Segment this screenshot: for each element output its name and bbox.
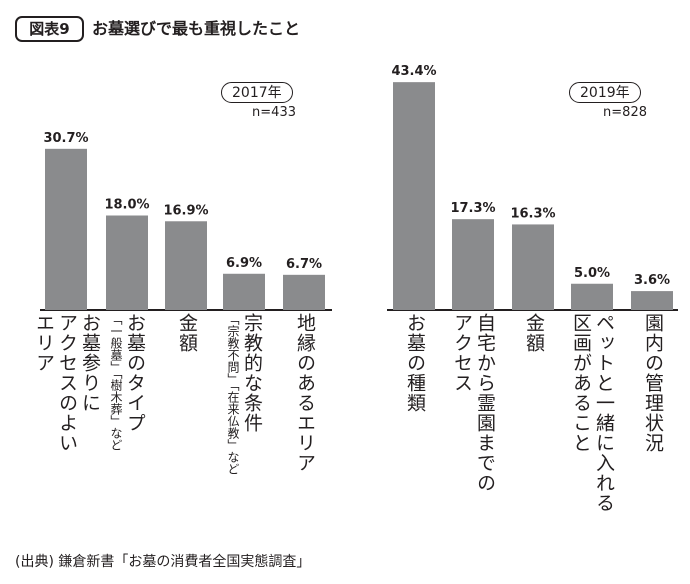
value-label-1-2: 16.3% — [510, 206, 555, 221]
category-label-1-1: 自宅から霊園までの アクセス — [450, 313, 496, 493]
value-label-0-3: 6.9% — [226, 256, 262, 271]
category-label-line: 金額 — [176, 313, 198, 353]
category-label-line: 自宅から霊園までの — [474, 313, 496, 493]
category-label-0-0: お墓参りに アクセスのよい エリア — [32, 313, 101, 453]
value-label-1-4: 3.6% — [634, 273, 670, 288]
category-label-line: ペットと一緒に入れる — [593, 313, 615, 513]
chart-title: お墓選びで最も重視したこと — [92, 19, 301, 38]
figure-badge: 図表9 — [15, 16, 84, 42]
category-label-line: 宗教的な条件 — [241, 313, 263, 433]
bar-0-2 — [165, 221, 207, 310]
bar-1-3 — [571, 283, 613, 310]
category-label-line: エリア — [33, 313, 55, 373]
value-label-1-0: 43.4% — [391, 64, 436, 79]
bar-1-0 — [393, 82, 435, 311]
sample-size-2017: n=433 — [252, 105, 296, 120]
category-label-line: 金額 — [523, 313, 545, 353]
category-label-line: アクセス — [451, 313, 473, 393]
category-sublabel: 「宗教不問」「在来仏教」など — [226, 313, 240, 475]
bar-1-1 — [452, 219, 494, 310]
category-label-1-0: お墓の種類 — [403, 313, 426, 413]
value-label-0-4: 6.7% — [286, 257, 322, 272]
year-label-2019: 2019年 — [569, 82, 641, 103]
value-label-1-1: 17.3% — [450, 201, 495, 216]
bar-0-3 — [223, 273, 265, 310]
bar-0-4 — [283, 274, 325, 310]
bar-1-4 — [631, 291, 673, 310]
bar-1-2 — [512, 224, 554, 310]
category-label-1-3: ペットと一緒に入れる 区画があること — [569, 313, 615, 513]
bar-0-1 — [106, 215, 148, 310]
category-label-line: アクセスのよい — [56, 313, 78, 453]
category-label-0-4: 地縁のあるエリア — [293, 313, 316, 473]
category-label-line: 地縁のあるエリア — [294, 313, 316, 473]
category-label-line: お墓のタイプ — [124, 313, 146, 433]
category-label-1-2: 金額 — [522, 313, 545, 353]
category-label-1-4: 園内の管理状況 — [641, 313, 664, 453]
year-label-2017: 2017年 — [221, 82, 293, 103]
category-label-line: お墓の種類 — [404, 313, 426, 413]
category-label-0-3: 宗教的な条件 「宗教不問」「在来仏教」など — [225, 313, 263, 475]
value-label-1-3: 5.0% — [574, 266, 610, 281]
sample-size-2019: n=828 — [603, 105, 647, 120]
value-label-0-2: 16.9% — [163, 203, 208, 218]
category-label-line: 園内の管理状況 — [642, 313, 664, 453]
category-label-line: お墓参りに — [79, 313, 101, 413]
source-note: (出典) 鎌倉新書「お墓の消費者全国実態調査」 — [15, 554, 311, 570]
value-label-0-0: 30.7% — [43, 131, 88, 146]
bar-0-0 — [45, 148, 87, 310]
category-sublabel: 「一般墓」「樹木葬」など — [109, 313, 123, 451]
category-label-0-1: お墓のタイプ 「一般墓」「樹木葬」など — [108, 313, 146, 451]
value-label-0-1: 18.0% — [104, 198, 149, 213]
category-label-line: 区画があること — [570, 313, 592, 453]
category-label-0-2: 金額 — [175, 313, 198, 353]
